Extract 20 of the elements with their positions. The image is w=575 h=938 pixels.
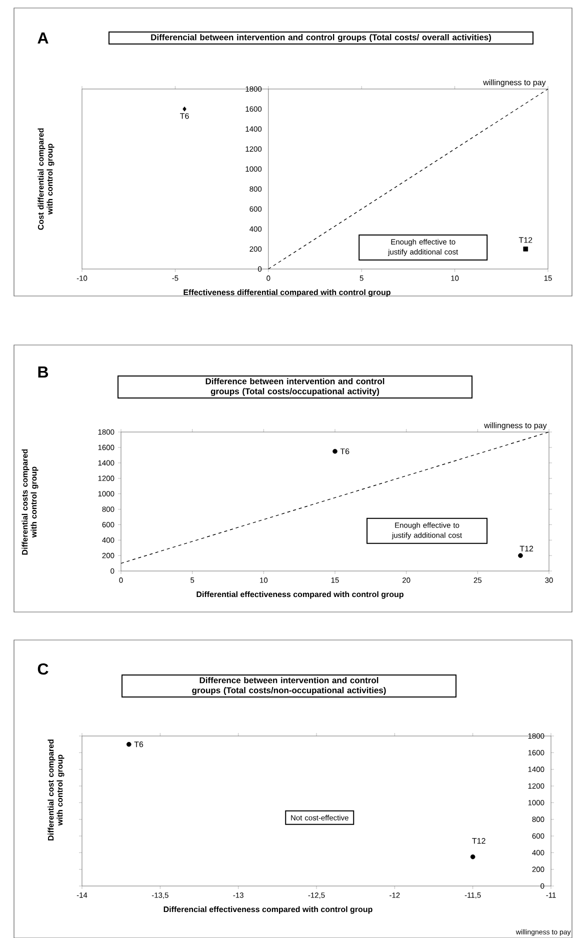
series-label: willingness to pay — [484, 422, 547, 430]
y-axis-title: Differential costs compared with control group — [22, 449, 38, 555]
x-axis-title: Effectiveness differential compared with control group — [184, 289, 390, 297]
y-axis-title: Cost differential compared with control group — [38, 128, 54, 230]
x-axis-title: Differential effectiveness compared with control group — [196, 591, 404, 599]
annotation: T12 — [520, 546, 534, 552]
chart-title: Difference between intervention and control groups (Total costs/non-occupational activities) — [192, 677, 386, 695]
x-axis-title: Differencial effectiveness compared with control group — [164, 906, 372, 914]
text: A — [38, 32, 48, 44]
annotation: T6 — [134, 742, 144, 748]
annotation: T6 — [180, 113, 189, 119]
annotation: T12 — [518, 237, 532, 243]
y-axis-title: Differential cost compared with control group — [48, 740, 64, 840]
annotation: T6 — [340, 448, 350, 454]
series-label: willingness to pay — [483, 79, 546, 87]
chart-title: Difference between intervention and control groups (Total costs/occupational activity) — [206, 378, 384, 396]
text: C — [38, 663, 48, 675]
text: B — [38, 366, 48, 378]
annotation: T12 — [472, 838, 486, 844]
chart-title: Differencial between intervention and control groups (Total costs/ overall activities) — [151, 34, 491, 42]
